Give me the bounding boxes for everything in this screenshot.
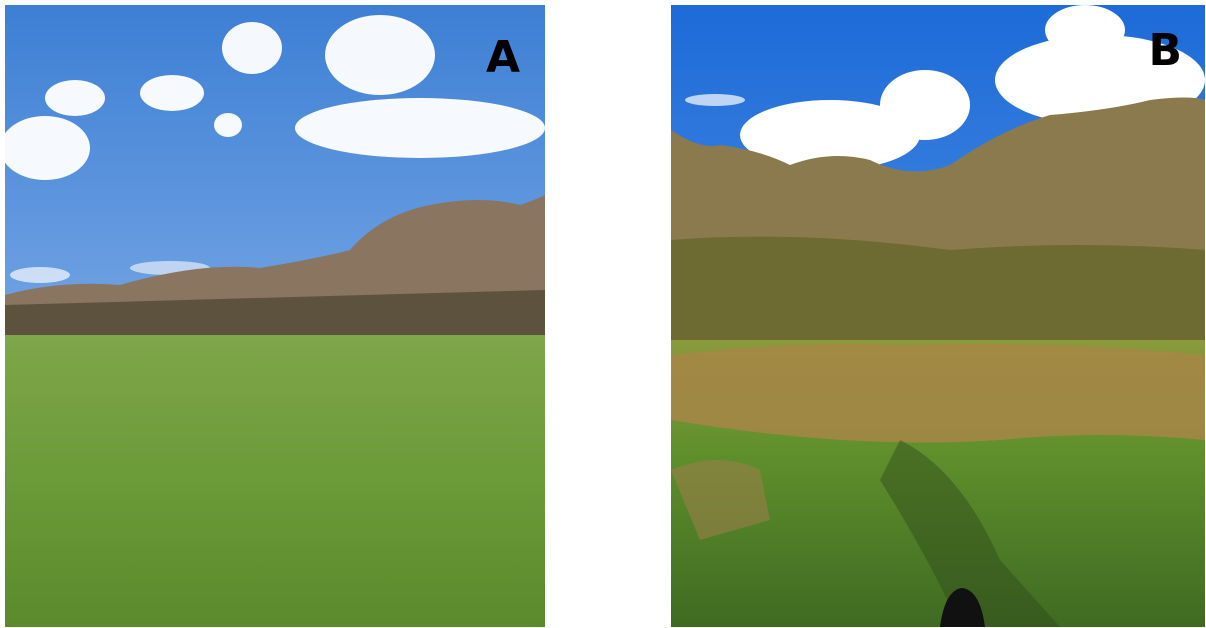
cloud bbox=[325, 15, 435, 95]
cloud bbox=[740, 100, 920, 170]
person-shadow bbox=[940, 588, 985, 627]
cloud bbox=[10, 267, 70, 283]
cloud bbox=[222, 22, 282, 74]
dry-grass bbox=[671, 460, 770, 540]
cloud bbox=[45, 80, 105, 116]
photo-b: B bbox=[671, 5, 1205, 627]
dry-grass bbox=[671, 343, 1205, 443]
cloud bbox=[295, 98, 545, 158]
panel-label: B bbox=[1148, 25, 1182, 76]
panel-label: A bbox=[486, 32, 520, 83]
grass bbox=[5, 335, 545, 627]
cloud bbox=[5, 116, 90, 180]
cloud bbox=[214, 113, 242, 137]
cloud bbox=[1045, 5, 1125, 55]
shadow bbox=[880, 440, 1060, 627]
undergrowth bbox=[671, 236, 1205, 345]
photo-a: A bbox=[5, 5, 545, 627]
tree-trunks bbox=[5, 290, 545, 335]
cloud bbox=[140, 75, 204, 111]
clouds bbox=[5, 15, 545, 283]
cloud bbox=[880, 70, 970, 140]
cloud bbox=[685, 94, 745, 106]
